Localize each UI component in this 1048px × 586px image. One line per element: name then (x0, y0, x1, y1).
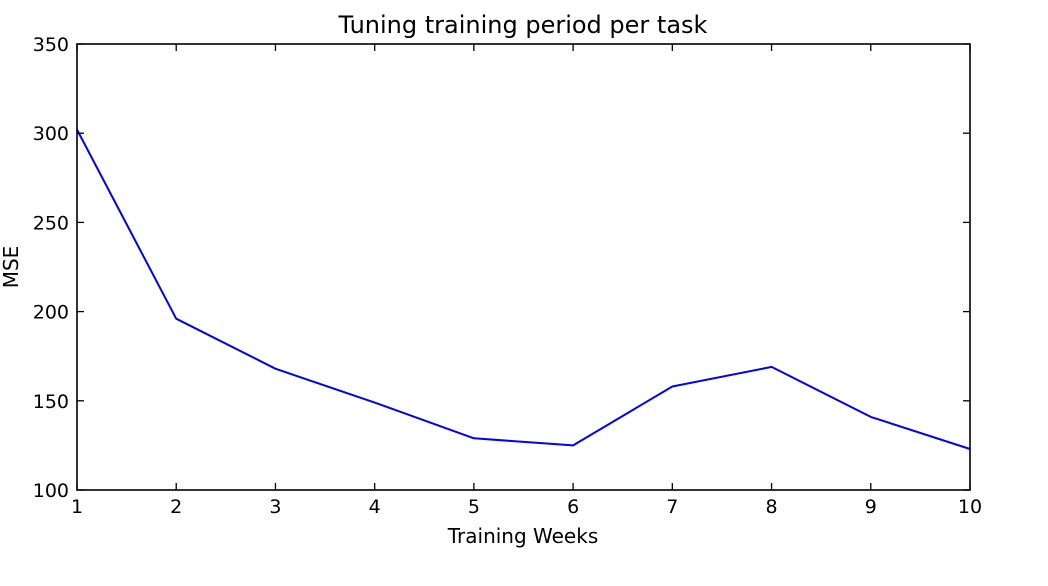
plot-frame (76, 43, 971, 491)
y-tick-label: 150 (33, 391, 69, 413)
x-tick-label: 8 (766, 496, 778, 518)
x-tick-label: 2 (170, 496, 182, 518)
x-tick-label: 4 (369, 496, 381, 518)
x-tick-label: 6 (567, 496, 579, 518)
x-tick-label: 5 (468, 496, 480, 518)
x-axis-title: Training Weeks (447, 524, 599, 548)
plot-marks (76, 129, 971, 450)
y-axis-title: MSE (0, 246, 23, 289)
y-tick-label: 100 (33, 480, 69, 502)
axis-ticks: 1 2 3 4 5 6 7 8 9 10 100 150 200 250 300 350 (33, 34, 982, 518)
x-tick-label: 9 (865, 496, 877, 518)
x-tick-label: 10 (958, 496, 982, 518)
x-tick-label: 3 (269, 496, 281, 518)
x-tick-label: 1 (71, 496, 83, 518)
y-tick-label: 250 (33, 212, 69, 234)
y-tick-label: 200 (33, 302, 69, 324)
chart-title: Tuning training period per task (338, 11, 708, 39)
y-tick-label: 350 (33, 34, 69, 56)
x-tick-label: 7 (666, 496, 678, 518)
y-tick-label: 300 (33, 123, 69, 145)
series-line (76, 129, 971, 450)
